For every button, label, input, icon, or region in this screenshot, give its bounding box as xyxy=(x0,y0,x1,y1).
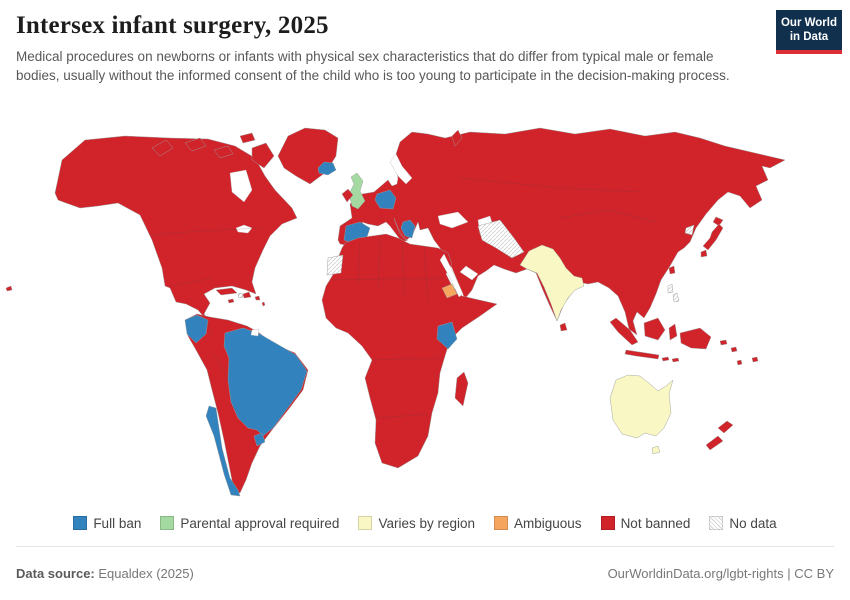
arctic-island-2[interactable] xyxy=(184,137,207,152)
country-australia[interactable] xyxy=(609,374,674,439)
island-lesser-sunda-2[interactable] xyxy=(671,357,680,363)
country-borders xyxy=(149,177,657,419)
arctic-island-3[interactable] xyxy=(213,145,234,159)
region-eurasia[interactable] xyxy=(337,127,786,336)
country-fiji[interactable] xyxy=(751,356,759,363)
persian-gulf xyxy=(459,265,479,281)
country-australia-tasmania[interactable] xyxy=(651,445,661,455)
lesser-antilles[interactable] xyxy=(261,301,266,307)
country-sri-lanka[interactable] xyxy=(559,322,568,332)
chart-footer: Data source: Equaldex (2025) OurWorldinD… xyxy=(16,546,834,600)
country-brazil[interactable] xyxy=(223,327,308,437)
footer-separator: | xyxy=(787,566,791,581)
country-philippines-south[interactable] xyxy=(672,292,680,303)
legend-item-no-data[interactable]: No data xyxy=(709,515,777,531)
arctic-island-4[interactable] xyxy=(239,132,256,144)
country-cuba[interactable] xyxy=(215,287,238,296)
legend-item-ambiguous[interactable]: Ambiguous xyxy=(494,516,582,531)
chart-subtitle: Medical procedures on newborns or infant… xyxy=(16,49,730,84)
arctic-island-1[interactable] xyxy=(151,139,174,157)
black-sea xyxy=(437,211,469,229)
country-taiwan[interactable] xyxy=(668,265,676,275)
legend-swatch-varies xyxy=(358,516,373,530)
country-suriname[interactable] xyxy=(250,328,260,337)
country-ireland[interactable] xyxy=(341,188,354,203)
legend-swatch-full-ban xyxy=(73,516,88,530)
data-source-value: Equaldex (2025) xyxy=(98,566,194,581)
country-western-sahara[interactable] xyxy=(326,254,344,276)
legend-swatch-not-banned xyxy=(600,516,615,530)
great-lakes xyxy=(235,224,253,234)
solomon-islands-2[interactable] xyxy=(730,346,738,353)
country-chile[interactable] xyxy=(205,405,241,497)
country-united-kingdom[interactable] xyxy=(348,172,366,210)
island-sulawesi[interactable] xyxy=(668,323,678,341)
hudson-bay xyxy=(229,169,253,203)
island-lesser-sunda-1[interactable] xyxy=(661,356,670,362)
owid-logo-text: Our World in Data xyxy=(776,10,842,51)
red-sea-west xyxy=(439,253,464,298)
legend-swatch-no-data xyxy=(709,516,724,530)
page-title: Intersex infant surgery, 2025 xyxy=(16,12,329,39)
country-colombia[interactable] xyxy=(184,314,209,344)
country-new-zealand-north[interactable] xyxy=(717,420,734,434)
legend-item-varies[interactable]: Varies by region xyxy=(358,516,475,531)
owid-logo-line2: in Data xyxy=(789,30,829,43)
legend-swatch-ambiguous xyxy=(494,516,509,530)
country-japan-kyushu[interactable] xyxy=(700,249,708,258)
footer-links: OurWorldinData.org/lgbt-rights | CC BY xyxy=(608,566,834,581)
data-source-label: Data source: xyxy=(16,566,95,581)
legend-label-no-data: No data xyxy=(729,515,777,531)
country-philippines-north[interactable] xyxy=(667,283,674,294)
country-new-zealand-south[interactable] xyxy=(705,435,724,451)
world-map-svg xyxy=(0,118,850,508)
country-dominican-republic[interactable] xyxy=(242,291,252,299)
country-japan-honshu[interactable] xyxy=(702,223,724,251)
country-uruguay[interactable] xyxy=(253,432,266,447)
region-central-asia-no-data[interactable] xyxy=(477,219,525,259)
country-greece[interactable] xyxy=(400,219,416,239)
data-source: Data source: Equaldex (2025) xyxy=(16,566,194,581)
legend-swatch-parental xyxy=(160,516,175,530)
owid-logo-accent-bar xyxy=(776,50,842,55)
country-germany[interactable] xyxy=(374,189,397,210)
country-india[interactable] xyxy=(519,244,585,322)
legend-label-parental: Parental approval required xyxy=(180,515,340,531)
license-cc-by: CC BY xyxy=(794,566,834,581)
country-jamaica[interactable] xyxy=(227,298,235,304)
country-vanuatu[interactable] xyxy=(736,359,743,366)
country-puerto-rico[interactable] xyxy=(254,295,261,301)
owid-url-link[interactable]: OurWorldinData.org/lgbt-rights xyxy=(607,566,784,581)
legend-item-full-ban[interactable]: Full ban xyxy=(73,516,141,531)
country-papua-new-guinea[interactable] xyxy=(679,327,712,350)
solomon-islands-1[interactable] xyxy=(719,339,728,346)
country-iceland[interactable] xyxy=(317,161,337,176)
island-java[interactable] xyxy=(624,349,660,360)
chart-header: Intersex infant surgery, 2025 Medical pr… xyxy=(0,0,850,118)
owid-logo-line1: Our World xyxy=(780,17,837,29)
baltic-sea xyxy=(389,153,413,185)
legend-item-not-banned[interactable]: Not banned xyxy=(600,515,691,531)
legend-item-parental[interactable]: Parental approval required xyxy=(160,516,339,531)
country-north-korea[interactable] xyxy=(684,224,695,236)
owid-logo[interactable]: Our World in Data xyxy=(776,10,842,55)
legend-label-ambiguous: Ambiguous xyxy=(514,515,582,531)
country-kenya[interactable] xyxy=(436,321,458,350)
map-legend: Full ban Parental approval required Vari… xyxy=(0,508,850,538)
novaya-zemlya[interactable] xyxy=(451,129,463,147)
legend-label-not-banned: Not banned xyxy=(620,515,691,531)
country-eritrea[interactable] xyxy=(441,283,458,299)
island-borneo[interactable] xyxy=(643,317,666,341)
country-madagascar[interactable] xyxy=(454,371,469,407)
world-map xyxy=(0,118,850,508)
hawaii[interactable] xyxy=(5,285,13,292)
country-haiti[interactable] xyxy=(237,292,244,299)
baffin-island[interactable] xyxy=(251,142,275,169)
legend-label-varies: Varies by region xyxy=(378,515,476,531)
island-sumatra[interactable] xyxy=(609,317,639,346)
legend-label-full-ban: Full ban xyxy=(93,515,142,531)
